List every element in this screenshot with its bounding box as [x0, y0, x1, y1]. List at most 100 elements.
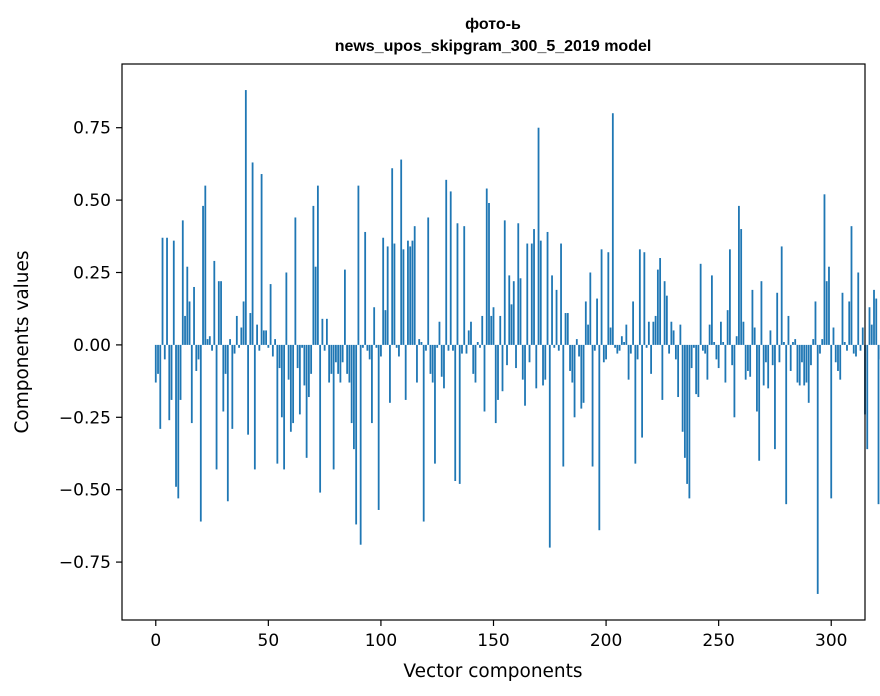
bar-285 — [796, 344, 799, 383]
bar-236 — [686, 344, 689, 484]
bar-119 — [422, 344, 425, 522]
bar-62 — [294, 217, 297, 345]
x-axis-ticks: 0 50 100 150 200 250 300 — [150, 620, 847, 651]
bar-226 — [663, 281, 666, 345]
bar-149 — [490, 315, 493, 345]
bar-197 — [598, 344, 601, 531]
bar-249 — [715, 344, 718, 360]
bar-132 — [452, 344, 454, 351]
bar-245 — [706, 344, 709, 380]
bar-165 — [526, 243, 529, 345]
bar-305 — [841, 292, 844, 345]
bar-20 — [199, 344, 202, 522]
bar-117 — [418, 339, 421, 345]
bar-257 — [733, 344, 736, 418]
bar-19 — [197, 344, 200, 360]
bar-279 — [783, 342, 785, 345]
bar-7 — [170, 344, 173, 400]
bar-70 — [312, 205, 315, 345]
bar-263 — [747, 344, 749, 371]
y-axis-ticks: −0.75 −0.50 −0.25 0.00 0.25 0.50 0.75 — [59, 119, 122, 573]
bar-224 — [659, 258, 662, 345]
bar-189 — [580, 344, 583, 409]
bar-3 — [161, 237, 164, 345]
bar-307 — [846, 344, 848, 351]
bar-77 — [328, 344, 331, 383]
bar-140 — [470, 321, 472, 345]
bar-239 — [692, 344, 695, 348]
bar-256 — [731, 344, 734, 366]
bar-281 — [787, 315, 790, 345]
bar-309 — [850, 226, 853, 345]
bar-218 — [645, 344, 648, 348]
y-axis-label: Components values — [12, 250, 33, 433]
bar-192 — [587, 324, 589, 345]
bar-317 — [868, 307, 871, 345]
bar-114 — [411, 240, 414, 345]
x-tick-label: 300 — [815, 631, 847, 651]
bar-92 — [362, 344, 364, 348]
bar-202 — [609, 327, 612, 345]
bar-262 — [744, 344, 747, 380]
bar-198 — [600, 249, 603, 345]
bar-300 — [830, 344, 833, 499]
bar-211 — [629, 344, 632, 354]
bar-298 — [825, 281, 828, 345]
bar-135 — [458, 344, 461, 484]
bar-277 — [778, 344, 781, 363]
y-tick-label: 0.75 — [73, 119, 111, 139]
bar-172 — [542, 344, 544, 386]
bar-97 — [373, 307, 376, 345]
bar-286 — [798, 344, 801, 386]
chart-subtitle: news_upos_skipgram_300_5_2019 model — [335, 38, 652, 55]
bar-292 — [812, 339, 815, 345]
bar-203 — [611, 113, 614, 345]
bar-143 — [476, 342, 479, 345]
bar-250 — [717, 344, 720, 369]
bar-46 — [258, 344, 261, 351]
bar-217 — [643, 252, 646, 345]
bar-120 — [425, 344, 427, 351]
bar-109 — [400, 159, 403, 345]
x-axis-label: Vector components — [403, 661, 582, 682]
bar-134 — [456, 223, 459, 345]
bar-214 — [636, 344, 639, 360]
bar-12 — [181, 220, 184, 345]
bar-31 — [224, 344, 227, 374]
y-tick-label: 0.25 — [73, 264, 111, 284]
bar-93 — [364, 231, 367, 345]
bar-156 — [506, 344, 508, 366]
bar-139 — [467, 330, 470, 345]
bar-271 — [765, 344, 767, 363]
bar-185 — [571, 344, 574, 383]
bar-193 — [589, 272, 592, 345]
bar-195 — [593, 344, 596, 351]
bar-295 — [819, 344, 821, 354]
bar-21 — [202, 205, 204, 345]
bar-8 — [172, 240, 175, 345]
bar-130 — [447, 344, 450, 351]
bar-126 — [438, 321, 441, 345]
bar-166 — [528, 344, 531, 363]
bar-318 — [870, 324, 873, 345]
bar-39 — [242, 301, 245, 345]
bar-269 — [760, 281, 763, 345]
bar-288 — [803, 344, 806, 386]
bar-146 — [483, 344, 486, 412]
bar-182 — [564, 313, 567, 345]
bar-54 — [276, 344, 279, 464]
bar-42 — [249, 313, 252, 345]
bar-319 — [873, 289, 875, 345]
bar-124 — [434, 344, 436, 464]
bar-23 — [206, 339, 209, 345]
bar-37 — [238, 344, 240, 348]
bar-78 — [330, 344, 333, 374]
bar-13 — [184, 315, 186, 345]
bar-0 — [154, 344, 157, 383]
bar-4 — [163, 344, 166, 360]
bar-181 — [562, 344, 565, 467]
bar-270 — [762, 344, 765, 386]
bar-316 — [866, 344, 869, 450]
chart-title: фото-ь — [465, 16, 521, 33]
